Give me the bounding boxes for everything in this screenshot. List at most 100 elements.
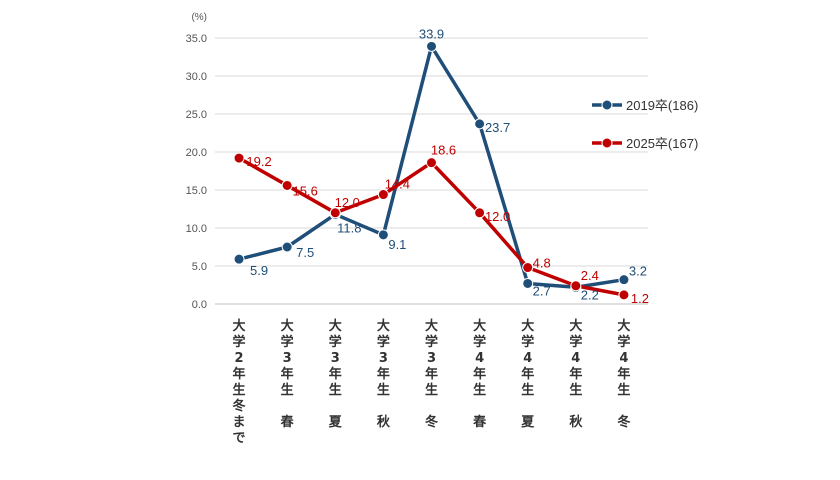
data-point	[618, 289, 630, 301]
x-category-char: 3	[427, 351, 436, 366]
x-category-char: 学	[377, 334, 390, 350]
x-category-char: 学	[425, 334, 438, 350]
legend-entry: 2025卒(167)	[592, 136, 698, 151]
x-category-char: 生	[329, 382, 342, 398]
x-category-char: 学	[281, 334, 294, 350]
y-tick-label: 15.0	[186, 185, 207, 197]
x-category-char: 夏	[520, 415, 535, 430]
x-category-char: 年	[281, 366, 294, 382]
data-point	[522, 277, 534, 289]
data-label: 15.6	[293, 183, 318, 198]
x-category-char: 4	[523, 351, 532, 366]
y-tick-label: 25.0	[186, 109, 207, 121]
x-category-char: 年	[473, 366, 486, 382]
data-point	[618, 274, 630, 286]
data-label: 11.8	[337, 220, 361, 235]
data-point	[377, 229, 389, 241]
data-label: 18.6	[431, 143, 456, 158]
x-category-char: 冬	[617, 414, 630, 430]
series-group	[233, 40, 630, 301]
y-tick-label: 10.0	[186, 223, 207, 235]
data-label: 19.2	[246, 154, 271, 169]
data-point	[281, 241, 293, 253]
x-category-char: 春	[472, 414, 487, 430]
x-category-char: 秋	[569, 414, 583, 430]
data-label: 33.9	[419, 26, 444, 41]
x-category-char: 生	[569, 382, 582, 398]
x-category-char: 大	[617, 318, 630, 334]
x-category-char: 学	[329, 334, 342, 350]
x-category-char: 生	[425, 382, 438, 398]
x-category-char: 学	[233, 334, 246, 350]
data-point	[281, 179, 293, 191]
y-axis-ticks: 0.0 5.0 10.0 15.0 20.0 25.0 30.0 35.0	[186, 33, 207, 311]
y-tick-label: 20.0	[186, 147, 207, 159]
x-category-char: 大	[377, 318, 390, 334]
data-point	[426, 40, 437, 52]
legend: 2019卒(186) 2025卒(167)	[592, 98, 698, 151]
legend-marker	[601, 99, 613, 111]
data-point	[474, 207, 486, 219]
data-point	[233, 253, 245, 265]
data-label: 3.2	[629, 264, 647, 279]
x-category-char: 年	[233, 366, 246, 382]
x-category-char: 年	[329, 366, 342, 382]
data-label: 4.8	[533, 256, 551, 271]
x-category-char: 年	[377, 366, 390, 382]
data-label: 7.5	[296, 245, 314, 260]
legend-entry: 2019卒(186)	[592, 98, 698, 113]
legend-marker	[601, 137, 613, 149]
x-category-char: 大	[329, 318, 342, 334]
x-category-char: 生	[377, 382, 390, 398]
x-category-char: 生	[521, 382, 534, 398]
data-label: 2.4	[581, 268, 599, 283]
data-point	[570, 280, 582, 292]
x-category-char: 冬	[233, 398, 246, 414]
x-category-char: 年	[617, 366, 630, 382]
x-category-char: 生	[473, 382, 486, 398]
y-tick-label: 30.0	[186, 71, 207, 83]
x-category-char: 生	[281, 382, 294, 398]
x-category-char: 学	[473, 334, 486, 350]
data-point	[426, 157, 437, 169]
gridlines	[215, 37, 648, 305]
x-category-char: 冬	[425, 414, 438, 430]
y-tick-label: 0.0	[192, 299, 207, 311]
x-category-char: 秋	[377, 414, 391, 430]
x-category-char: 4	[475, 351, 484, 366]
data-labels: 5.9 7.5 11.8 9.1 33.9 23.7 2.7 2.2 3.2 19.2 15.6 12…	[246, 26, 649, 306]
data-label: 14.4	[385, 177, 410, 192]
x-category-char: 年	[569, 366, 582, 382]
data-label: 12.0	[485, 209, 510, 224]
x-category-char: 夏	[328, 415, 343, 430]
data-label: 2.2	[581, 287, 599, 302]
x-category-char: 生	[233, 382, 246, 398]
x-category-char: 3	[331, 351, 340, 366]
data-label: 9.1	[388, 237, 406, 252]
x-category-char: 学	[569, 334, 582, 350]
x-category-char: 春	[280, 414, 295, 430]
data-point	[474, 118, 486, 130]
y-tick-label: 5.0	[192, 261, 207, 273]
y-axis-unit: (%)	[191, 12, 207, 23]
series-line	[238, 156, 625, 297]
data-label: 12.0	[335, 195, 360, 210]
x-category-char: 学	[617, 334, 630, 350]
y-tick-label: 35.0	[186, 33, 207, 45]
x-category-char: 4	[619, 351, 628, 366]
x-category-char: 大	[521, 318, 534, 334]
data-point	[522, 262, 534, 274]
x-category-char: 大	[233, 318, 246, 334]
x-category-char: 2	[235, 351, 244, 366]
x-category-char: 生	[617, 382, 630, 398]
x-category-char: 3	[379, 351, 388, 366]
x-axis-categories: 大学2年生冬まで大学3年生春大学3年生夏大学3年生秋大学3年生冬大学4年生春大学…	[233, 318, 631, 446]
